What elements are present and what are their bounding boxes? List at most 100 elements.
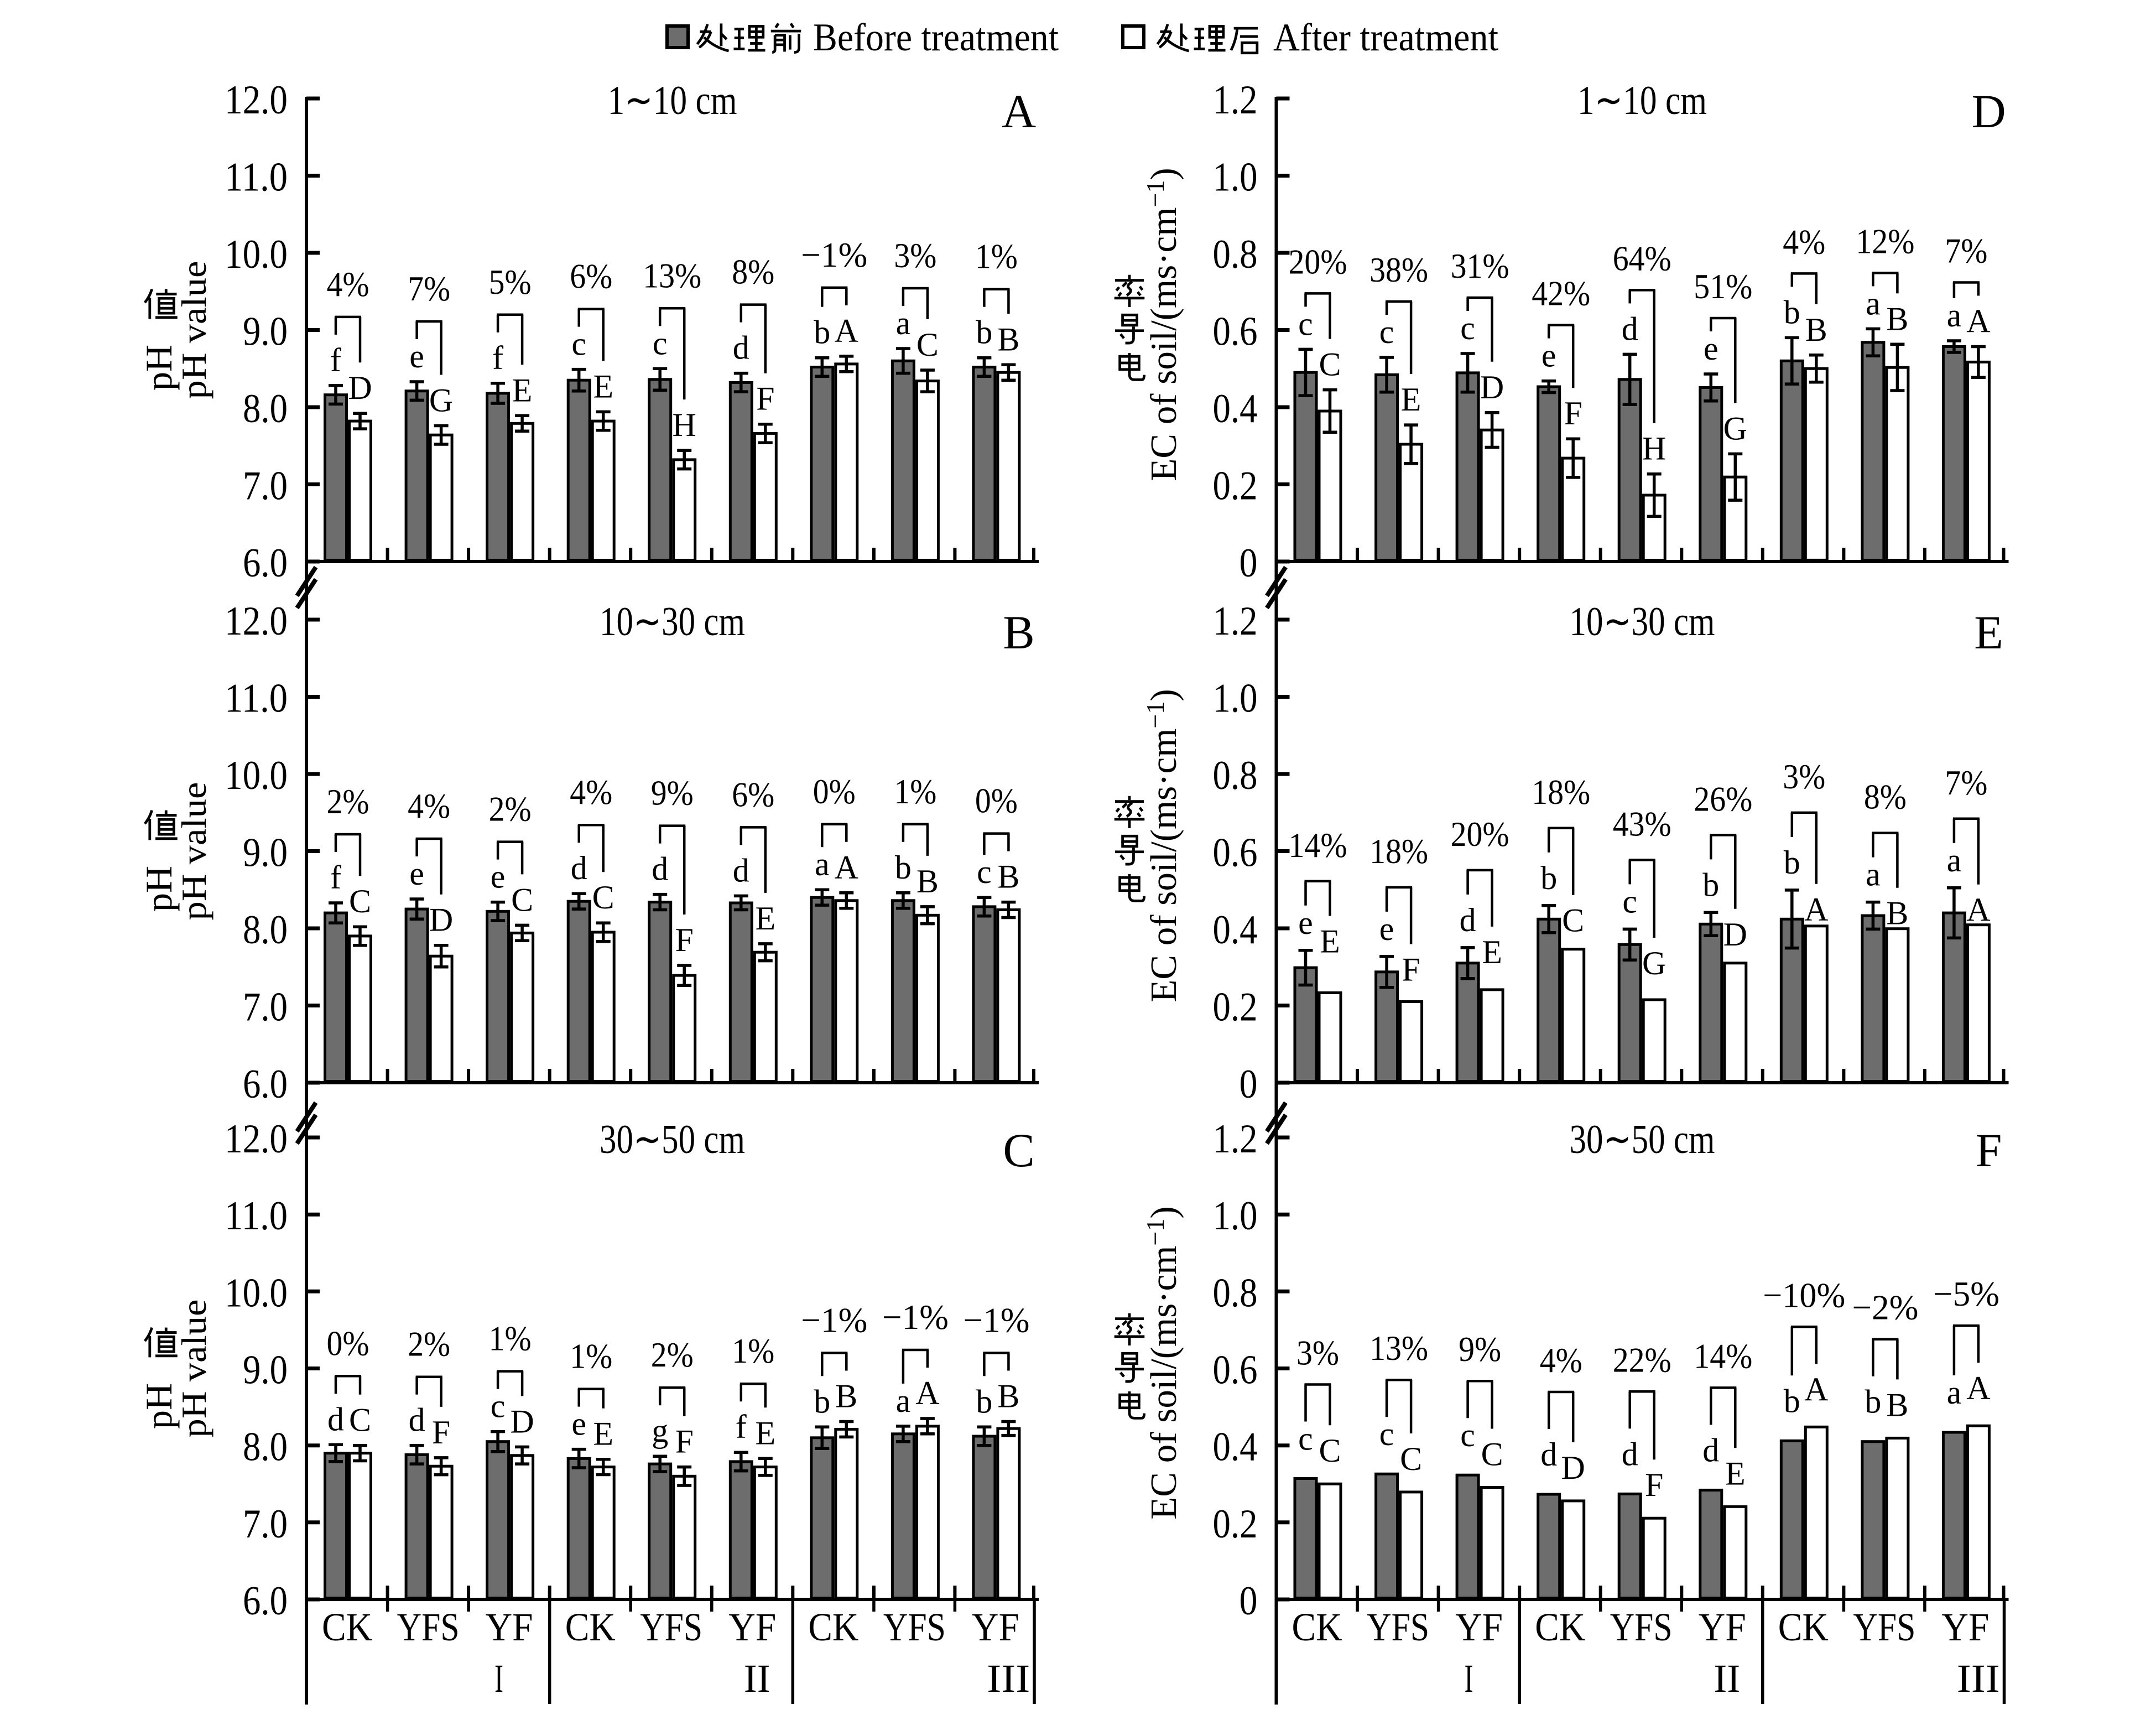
svg-text:pH: pH <box>138 1383 180 1429</box>
svg-text:F: F <box>1402 952 1420 988</box>
svg-text:1.0: 1.0 <box>1213 1193 1258 1239</box>
svg-text:1%: 1% <box>732 1331 774 1370</box>
svg-text:f: f <box>330 859 341 896</box>
svg-text:12.0: 12.0 <box>225 599 288 644</box>
svg-text:43%: 43% <box>1613 804 1671 843</box>
svg-text:CK: CK <box>1292 1605 1342 1649</box>
svg-text:YFS: YFS <box>397 1605 460 1649</box>
svg-text:CK: CK <box>565 1605 616 1649</box>
svg-text:14%: 14% <box>1694 1336 1752 1375</box>
svg-text:12.0: 12.0 <box>225 77 288 123</box>
svg-text:A: A <box>915 1375 939 1411</box>
svg-text:D: D <box>1480 369 1504 406</box>
svg-text:6.0: 6.0 <box>243 1578 288 1624</box>
svg-text:E: E <box>593 1416 613 1452</box>
svg-text:5%: 5% <box>489 262 532 302</box>
svg-text:8%: 8% <box>1864 777 1907 817</box>
svg-text:c: c <box>1298 1421 1313 1457</box>
svg-text:c: c <box>1460 1417 1475 1453</box>
svg-text:26%: 26% <box>1694 779 1752 818</box>
svg-text:1%: 1% <box>975 237 1018 276</box>
svg-text:b: b <box>814 1383 830 1420</box>
svg-text:A: A <box>1804 1371 1828 1407</box>
svg-text:pH: pH <box>138 345 180 391</box>
svg-text:d: d <box>1460 902 1476 938</box>
svg-text:c: c <box>491 1388 506 1425</box>
svg-text:11.0: 11.0 <box>225 1193 288 1239</box>
svg-text:c: c <box>571 326 586 362</box>
svg-text:1.0: 1.0 <box>1213 676 1258 721</box>
svg-text:0: 0 <box>1240 1578 1258 1624</box>
svg-text:4%: 4% <box>1540 1340 1582 1380</box>
svg-text:E: E <box>1401 381 1421 418</box>
svg-text:10.0: 10.0 <box>225 753 288 798</box>
svg-text:0.6: 0.6 <box>1213 830 1258 876</box>
svg-text:1%: 1% <box>570 1337 612 1376</box>
svg-text:e: e <box>491 859 506 895</box>
svg-text:64%: 64% <box>1613 238 1671 278</box>
svg-text:C: C <box>1319 1432 1341 1469</box>
svg-text:f: f <box>736 1409 747 1445</box>
svg-text:e: e <box>409 855 424 892</box>
svg-text:d: d <box>733 852 749 889</box>
svg-text:1%: 1% <box>489 1319 532 1358</box>
svg-text:10∼30 cm: 10∼30 cm <box>1570 599 1715 645</box>
svg-text:0: 0 <box>1240 1062 1258 1107</box>
svg-text:f: f <box>492 340 503 376</box>
svg-text:B: B <box>1003 606 1034 659</box>
svg-text:7.0: 7.0 <box>243 464 288 509</box>
svg-text:b: b <box>976 1383 992 1420</box>
svg-text:b: b <box>976 314 992 351</box>
svg-text:CK: CK <box>1535 1605 1585 1649</box>
svg-text:A: A <box>835 313 858 349</box>
svg-text:C: C <box>511 881 533 918</box>
svg-text:0: 0 <box>1240 541 1258 586</box>
svg-text:a: a <box>1866 285 1881 321</box>
svg-text:C: C <box>1481 1436 1503 1473</box>
svg-text:0.2: 0.2 <box>1213 464 1258 509</box>
svg-text:0.6: 0.6 <box>1213 1348 1258 1393</box>
svg-text:C: C <box>916 326 939 363</box>
svg-text:−5%: −5% <box>1933 1274 1999 1313</box>
svg-text:0.2: 0.2 <box>1213 1501 1258 1547</box>
svg-text:0%: 0% <box>975 781 1018 820</box>
svg-text:2%: 2% <box>651 1335 694 1374</box>
svg-text:9.0: 9.0 <box>243 1348 288 1393</box>
svg-text:0.4: 0.4 <box>1213 386 1258 432</box>
svg-text:e: e <box>571 1406 586 1442</box>
svg-text:a: a <box>1947 842 1962 879</box>
svg-text:C: C <box>349 1402 371 1438</box>
svg-text:3%: 3% <box>894 236 936 275</box>
svg-text:III: III <box>987 1656 1030 1701</box>
svg-text:EC of soil/(ms·cm−1): EC of soil/(ms·cm−1) <box>1141 689 1184 1002</box>
svg-text:YFS: YFS <box>883 1605 946 1649</box>
svg-text:12%: 12% <box>1856 221 1914 261</box>
svg-text:YF: YF <box>728 1605 776 1649</box>
svg-text:42%: 42% <box>1532 274 1590 313</box>
svg-text:b: b <box>1784 294 1800 330</box>
svg-text:−2%: −2% <box>1852 1288 1918 1327</box>
svg-text:−1%: −1% <box>801 235 867 274</box>
svg-text:F: F <box>1564 395 1582 432</box>
svg-text:C: C <box>1562 902 1584 939</box>
svg-text:7.0: 7.0 <box>243 1501 288 1547</box>
svg-text:YFS: YFS <box>1367 1605 1429 1649</box>
svg-text:0.4: 0.4 <box>1213 1425 1258 1470</box>
svg-text:c: c <box>1460 310 1475 346</box>
svg-text:D: D <box>429 902 453 938</box>
svg-text:6%: 6% <box>732 775 774 814</box>
svg-text:9%: 9% <box>1459 1329 1501 1369</box>
svg-text:1%: 1% <box>894 772 936 811</box>
svg-text:9.0: 9.0 <box>243 309 288 355</box>
svg-text:2%: 2% <box>489 789 532 829</box>
svg-text:4%: 4% <box>570 772 612 812</box>
svg-text:18%: 18% <box>1369 832 1428 871</box>
svg-text:d: d <box>571 850 587 886</box>
svg-text:f: f <box>330 342 341 378</box>
svg-text:8.0: 8.0 <box>243 907 288 953</box>
svg-text:pH value: pH value <box>174 261 213 399</box>
svg-text:1.0: 1.0 <box>1213 155 1258 200</box>
svg-text:0%: 0% <box>327 1323 369 1363</box>
svg-text:10.0: 10.0 <box>225 232 288 277</box>
svg-text:a: a <box>1947 297 1962 334</box>
